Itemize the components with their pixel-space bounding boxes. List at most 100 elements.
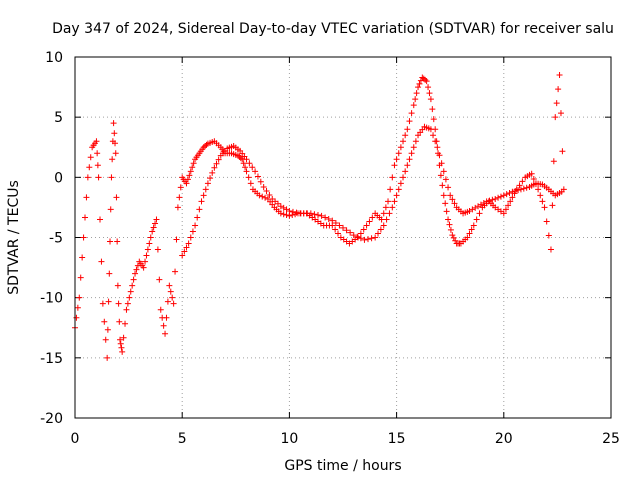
data-point-interp [450, 234, 457, 241]
y-axis-label: SDTVAR / TECUs [6, 180, 22, 295]
data-point-interp [142, 258, 149, 265]
chart-title: Day 347 of 2024, Sidereal Day-to-day VTE… [52, 21, 614, 37]
data-point-interp [432, 138, 439, 145]
data-point-interp [550, 158, 557, 165]
data-point-interp [118, 344, 125, 351]
data-point-interp [343, 227, 350, 234]
data-point [119, 348, 126, 355]
y-tick-label: 10 [45, 50, 63, 66]
series-layer [72, 72, 567, 361]
data-point-interp [543, 218, 550, 225]
data-point-interp [196, 206, 203, 213]
data-point-interp [249, 164, 256, 171]
data-point-interp [530, 175, 537, 182]
data-point-interp [426, 90, 433, 97]
data-point-interp [406, 118, 413, 125]
data-point-interp [257, 178, 264, 185]
data-point [329, 217, 336, 224]
data-point-interp [289, 208, 296, 215]
data-point-interp [539, 198, 546, 205]
data-point [547, 246, 554, 253]
data-point-interp [400, 138, 407, 145]
data-point-interp [360, 226, 367, 233]
data-point [149, 228, 156, 235]
data-point-interp [82, 214, 89, 221]
data-point-interp [430, 132, 437, 139]
data-point-interp [559, 148, 566, 155]
data-point [535, 186, 542, 193]
data-point [277, 210, 284, 217]
data-point-interp [347, 229, 354, 236]
data-point [427, 96, 434, 103]
data-point [464, 234, 471, 241]
data-point-interp [452, 237, 459, 244]
data-point [174, 204, 181, 211]
data-point [153, 216, 160, 223]
data-point-interp [486, 197, 493, 204]
data-point-interp [408, 110, 415, 117]
data-point [434, 144, 441, 151]
data-point-interp [246, 160, 253, 167]
y-tick-label: 0 [54, 170, 63, 186]
data-point-interp [489, 196, 496, 203]
data-point-interp [410, 144, 417, 151]
data-point [378, 216, 385, 223]
data-point-interp [143, 252, 150, 259]
data-point [528, 170, 535, 177]
data-point-interp [422, 76, 429, 83]
data-point-interp [505, 202, 512, 209]
data-point-interp [240, 160, 247, 167]
data-point-interp [413, 90, 420, 97]
data-point-interp [147, 234, 154, 241]
data-point-interp [74, 304, 81, 311]
data-point-interp [83, 194, 90, 201]
data-point-interp [213, 160, 220, 167]
data-point [179, 252, 186, 259]
data-point-interp [245, 174, 252, 181]
data-point-interp [314, 212, 321, 219]
data-point [166, 282, 173, 289]
data-point-interp [438, 160, 445, 167]
data-point-interp [366, 218, 373, 225]
data-point-interp [263, 187, 270, 194]
data-point-interp [262, 194, 269, 201]
data-point [402, 168, 409, 175]
y-tick-label: -5 [49, 231, 63, 247]
data-point [243, 168, 250, 175]
data-point-interp [215, 156, 222, 163]
data-point [507, 198, 514, 205]
data-point [108, 174, 115, 181]
x-tick-label: 25 [602, 431, 620, 447]
data-point-interp [412, 138, 419, 145]
data-point [204, 180, 211, 187]
data-point [211, 164, 218, 171]
y-tick-label: 5 [54, 110, 63, 126]
data-point-interp [126, 294, 133, 301]
data-point-interp [503, 191, 510, 198]
data-point-interp [200, 192, 207, 199]
data-point [415, 84, 422, 91]
data-point [385, 198, 392, 205]
data-point [307, 210, 314, 217]
data-point-interp [502, 206, 509, 213]
data-point-interp [425, 84, 432, 91]
data-point-interp [497, 193, 504, 200]
data-point [187, 168, 194, 175]
data-point [144, 246, 151, 253]
data-point [252, 168, 259, 175]
data-point-interp [520, 185, 527, 192]
data-point-interp [156, 276, 163, 283]
data-point [500, 210, 507, 217]
data-point [355, 234, 362, 241]
data-point [318, 212, 325, 219]
data-point-interp [293, 209, 300, 216]
data-point [389, 204, 396, 211]
data-point [350, 232, 357, 239]
data-point-interp [176, 194, 183, 201]
data-point-interp [101, 318, 108, 325]
data-point [558, 188, 565, 195]
data-point-interp [495, 194, 502, 201]
data-point [556, 72, 563, 79]
data-point-interp [357, 235, 364, 242]
data-point-interp [332, 226, 339, 233]
